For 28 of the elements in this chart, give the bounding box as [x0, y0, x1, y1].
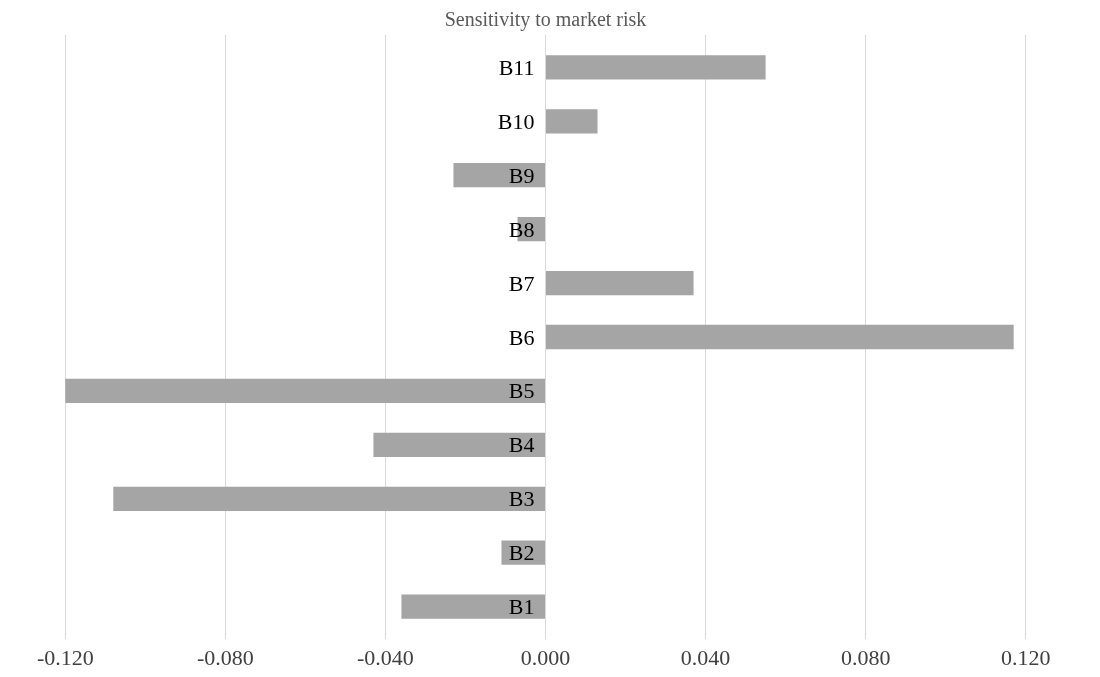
y-tick-label: B5 — [508, 378, 535, 404]
x-tick-label: 0.120 — [1000, 644, 1051, 670]
bar — [453, 163, 546, 188]
bar — [545, 270, 694, 296]
y-tick-label: B2 — [508, 540, 535, 566]
x-tick-label: 0.080 — [840, 644, 891, 670]
bar — [113, 486, 546, 511]
y-tick-label: B4 — [508, 432, 535, 458]
x-tick-label: -0.120 — [36, 644, 94, 670]
x-tick-label: -0.080 — [196, 644, 254, 670]
bar — [545, 55, 766, 80]
y-tick-label: B8 — [508, 216, 535, 242]
bar — [401, 594, 546, 619]
chart-title: Sensitivity to market risk — [444, 7, 647, 31]
x-tick-label: 0.040 — [680, 644, 731, 670]
y-tick-label: B11 — [498, 54, 535, 80]
y-tick-label: B7 — [508, 270, 535, 296]
bar — [65, 378, 546, 404]
y-tick-label: B1 — [508, 594, 535, 620]
x-tick-label: -0.040 — [357, 644, 414, 670]
bar — [545, 324, 1014, 350]
x-tick-label: 0.000 — [520, 644, 571, 670]
y-tick-label: B6 — [508, 324, 535, 350]
bar — [373, 432, 546, 457]
y-tick-label: B3 — [508, 486, 535, 512]
bar — [545, 109, 598, 134]
y-tick-label: B10 — [497, 108, 535, 134]
y-tick-label: B9 — [508, 162, 535, 188]
